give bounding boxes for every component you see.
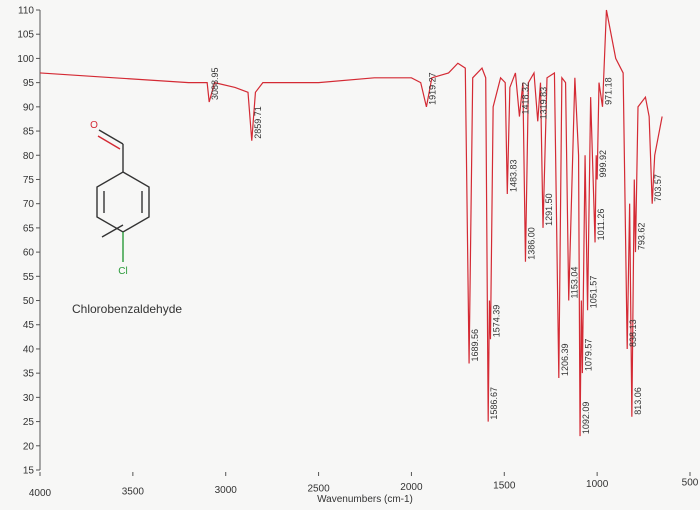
y-tick-label: 55 [23,272,35,283]
compound-name: Chlorobenzaldehyde [72,302,182,316]
y-tick-label: 80 [23,151,35,162]
x-tick-label: 2500 [307,484,330,495]
peak-label: 813.06 [633,387,643,415]
double-bond [101,224,124,238]
y-tick-label: 15 [23,466,35,477]
x-tick-label: 2000 [400,482,423,493]
y-tick-label: 85 [23,127,35,138]
atom-label: Cl [118,266,127,277]
peak-label: 1011.26 [596,209,606,241]
peak-label: 1386.00 [526,227,536,260]
peak-label: 1051.57 [589,276,599,309]
peak-label: 999.92 [598,150,608,178]
y-tick-label: 40 [23,344,35,355]
y-tick-label: 50 [23,296,35,307]
peak-label: 1483.83 [508,159,518,192]
y-tick-label: 30 [23,393,35,404]
y-tick-label: 90 [23,102,35,113]
peak-label: 793.62 [636,223,646,251]
y-tick-label: 95 [23,78,35,89]
bond [98,129,124,145]
atom-label: O [90,120,98,131]
x-tick-label: 1000 [586,479,609,490]
y-tick-label: 75 [23,175,35,186]
y-tick-label: 110 [18,6,34,17]
y-tick-label: 35 [23,369,35,380]
peak-label: 703.57 [653,174,663,202]
peak-label: 1079.57 [583,339,593,372]
x-tick-label: 3500 [122,487,145,498]
peak-label: 1574.39 [491,305,501,338]
y-tick-label: 100 [17,54,34,65]
y-tick-label: 65 [23,223,35,234]
y-tick-label: 70 [23,199,35,210]
peak-label: 1319.83 [539,87,549,120]
peak-label: 838.13 [628,319,638,347]
molecule [96,129,150,262]
y-tick-label: 45 [23,320,35,331]
x-tick-label: 1500 [493,481,516,492]
peak-label: 1206.39 [560,343,570,376]
peak-label: 1291.50 [544,193,554,226]
peak-label: 1919.27 [427,72,437,105]
x-axis-label: Wavenumbers (cm-1) [317,494,413,505]
peak-label: 1092.09 [581,402,591,435]
peak-label: 1153.04 [570,267,580,299]
y-tick-label: 60 [23,248,35,259]
peak-label: 971.18 [603,77,613,105]
peak-label: 2859.71 [253,106,263,139]
x-tick-label: 500 [682,478,699,489]
peak-label: 1586.67 [489,387,499,420]
x-tick-label: 4000 [29,488,52,499]
peak-label: 3088.95 [210,67,220,100]
y-tick-label: 105 [17,30,34,41]
peak-label: 1418.32 [520,82,530,115]
y-tick-label: 20 [23,441,35,452]
x-tick-label: 3000 [215,485,238,496]
spectrum-line [39,9,663,437]
peak-label: 1689.56 [470,329,480,362]
y-tick-label: 25 [23,417,35,428]
double-bond [97,135,121,150]
